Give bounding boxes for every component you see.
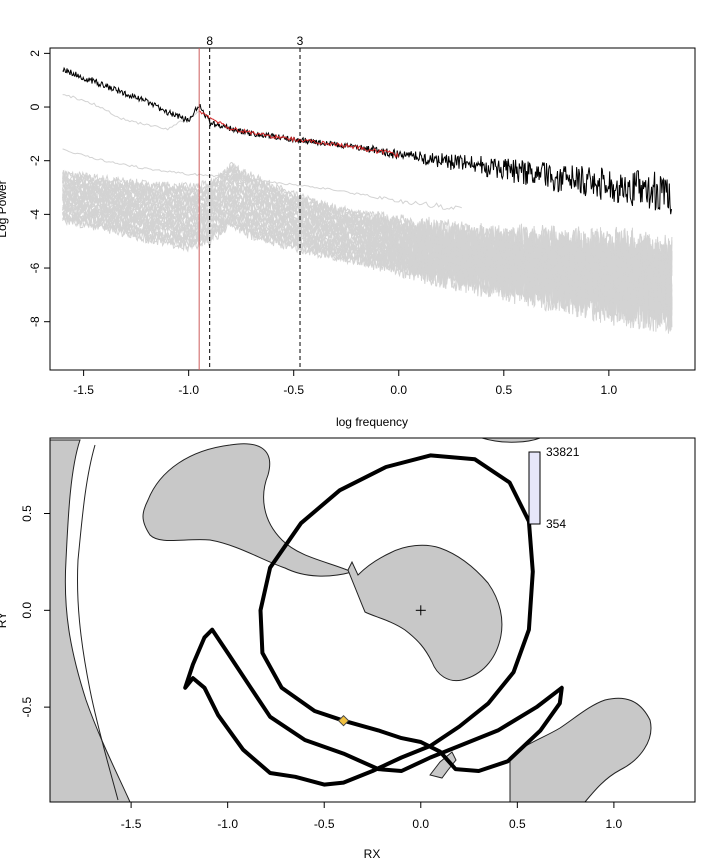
ensemble-spectrum-line bbox=[62, 148, 462, 210]
x-tick-label: 1.0 bbox=[601, 383, 618, 397]
map-panel: 33821 354 -1.5 -1.0 -0.5 0.0 0.5 1.0 0.5 0.0 -0… bbox=[0, 437, 696, 861]
y-axis-title: Log Power bbox=[0, 180, 9, 237]
reference-line-label: 3 bbox=[297, 34, 304, 48]
x-tick-label: 0.5 bbox=[495, 383, 512, 397]
x-tick-label: 1.0 bbox=[606, 817, 623, 831]
antarctic-peninsula-land bbox=[142, 443, 354, 577]
legend-max-label: 33821 bbox=[546, 445, 580, 459]
spectrum-lines bbox=[62, 66, 672, 215]
x-tick-label: -0.5 bbox=[314, 817, 335, 831]
south-america-coast bbox=[77, 444, 119, 801]
ensemble-spectrum-line bbox=[62, 94, 200, 131]
x-tick-label: 0.5 bbox=[509, 817, 526, 831]
y-tick-label: -2 bbox=[28, 155, 42, 166]
ensemble-spectrum-line bbox=[62, 181, 673, 304]
y-tick-label: 0.5 bbox=[20, 505, 34, 522]
island-top bbox=[481, 438, 541, 443]
x-axis-ticks: -1.5 -1.0 -0.5 0.0 0.5 1.0 bbox=[73, 370, 618, 397]
y-tick-label: 2 bbox=[28, 50, 42, 57]
x-tick-label: 0.0 bbox=[390, 383, 407, 397]
south-america-land bbox=[50, 439, 131, 802]
x-tick-label: -0.5 bbox=[283, 383, 304, 397]
spectrum-plot-frame bbox=[49, 47, 696, 371]
island-land bbox=[429, 751, 457, 779]
x-axis-ticks: -1.5 -1.0 -0.5 0.0 0.5 1.0 bbox=[121, 802, 623, 831]
y-axis-ticks: 0.5 0.0 -0.5 bbox=[20, 505, 50, 717]
animal-track bbox=[183, 453, 564, 787]
map-y-axis-title: RY bbox=[0, 612, 9, 628]
y-tick-label: -8 bbox=[28, 316, 42, 327]
x-tick-label: -1.0 bbox=[217, 817, 238, 831]
ensemble-spectra bbox=[62, 94, 673, 334]
start-point-marker bbox=[337, 714, 350, 727]
ensemble-spectrum-line bbox=[62, 196, 673, 320]
main-spectrum-line bbox=[62, 66, 672, 215]
y-tick-label: -0.5 bbox=[20, 696, 34, 717]
y-tick-label: -6 bbox=[28, 262, 42, 273]
x-tick-label: -1.5 bbox=[73, 383, 94, 397]
reference-line-label: 8 bbox=[206, 34, 213, 48]
x-tick-label: -1.0 bbox=[178, 383, 199, 397]
new-zealand-land bbox=[509, 697, 652, 802]
y-tick-label: 0 bbox=[28, 103, 42, 110]
map-x-axis-title: RX bbox=[364, 847, 381, 861]
legend-min-label: 354 bbox=[546, 517, 566, 531]
x-tick-label: -1.5 bbox=[121, 817, 142, 831]
center-cross-marker bbox=[415, 605, 426, 616]
y-tick-label: -4 bbox=[28, 209, 42, 220]
y-axis-ticks: 2 0 -2 -4 -6 -8 bbox=[28, 50, 50, 327]
y-tick-label: 0.0 bbox=[20, 602, 34, 619]
fitted-spectrum-line bbox=[198, 110, 399, 159]
time-legend-bar bbox=[528, 451, 541, 525]
map-area bbox=[50, 438, 652, 802]
x-axis-title: log frequency bbox=[336, 415, 408, 429]
antarctica-land bbox=[347, 544, 503, 682]
map-plot-frame bbox=[49, 437, 696, 803]
ensemble-spectrum-line bbox=[62, 215, 673, 334]
x-tick-label: 0.0 bbox=[412, 817, 429, 831]
